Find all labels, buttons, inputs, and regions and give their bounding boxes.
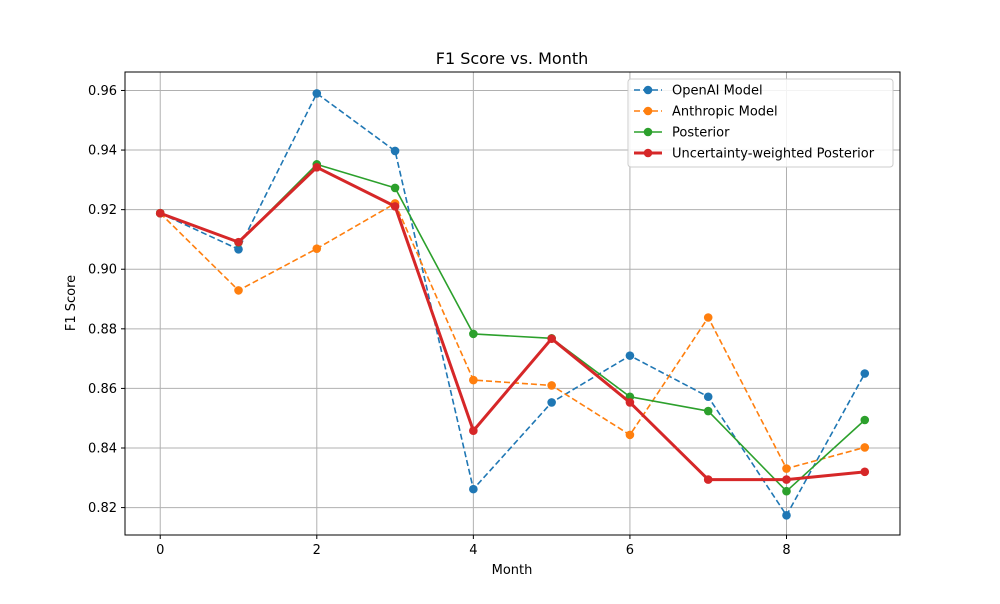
series-uncertainty-weighted-posterior [155,163,870,484]
data-point [469,484,478,494]
legend-label: Anthropic Model [672,105,778,120]
x-tick-label: 8 [782,543,790,558]
data-point [312,244,322,253]
legend-swatch-marker [643,148,653,158]
data-point [469,375,478,385]
series-line [159,92,866,517]
data-point [390,146,400,156]
legend-entry: Uncertainty-weighted Posterior [634,147,875,162]
plot-frame [124,71,901,536]
data-point [547,381,556,390]
ticks: 0 2 4 6 8 0.82 0.84 0.86 0.88 0.90 0.92 0.94 0.96 [88,84,791,558]
y-tick-label: 0.84 [88,442,117,457]
x-tick-label: 0 [156,543,164,558]
data-point [469,329,478,339]
legend-swatch-marker [643,127,653,137]
data-point [312,89,322,98]
data-point [625,430,635,440]
data-point [234,286,243,295]
series-line [159,165,865,482]
data-point [469,426,478,436]
x-tick-label: 2 [313,543,321,558]
data-point [390,183,400,193]
legend-label: OpenAI Model [672,84,763,99]
data-point [782,486,791,496]
legend-entry: Posterior [634,126,730,141]
legend: OpenAI Model Anthropic Model Posterior Unce… [627,78,894,168]
y-tick-label: 0.90 [88,263,117,278]
series-line [159,202,865,470]
data-point [703,392,713,402]
data-point [703,313,713,322]
y-tick-label: 0.86 [88,382,117,397]
legend-label: Uncertainty-weighted Posterior [672,147,875,162]
legend-entry: Anthropic Model [634,105,778,120]
y-tick-label: 0.82 [88,501,117,516]
data-point [312,163,322,172]
x-tick-label: 6 [626,543,634,558]
x-tick-label: 4 [469,543,477,558]
legend-swatch-marker [643,85,653,95]
y-tick-label: 0.96 [88,84,117,99]
data-point [625,398,635,407]
y-tick-label: 0.88 [88,322,117,337]
data-point [860,467,870,477]
data-point [390,202,400,211]
data-point [234,244,243,254]
data-point [860,369,870,378]
y-tick-label: 0.92 [88,203,117,218]
data-point [155,208,165,218]
legend-entry: OpenAI Model [634,84,763,99]
series-openai-model [155,89,870,520]
x-axis-label: Month [492,563,533,578]
axes [124,71,901,536]
data-point [703,406,713,416]
data-point [782,511,791,520]
data-point [782,464,791,473]
legend-swatch-marker [643,106,653,116]
data-point [860,443,870,452]
y-axis-label: F1 Score [64,275,79,331]
legend-box [627,78,894,168]
chart-title: F1 Score vs. Month [436,49,589,68]
data-point [547,334,556,343]
data-point [782,475,791,484]
data-point [860,415,870,425]
data-point [234,237,243,247]
legend-label: Posterior [672,126,730,141]
data-point [703,475,713,484]
series-layer [155,89,870,520]
data-point [625,351,635,360]
series-posterior [155,160,870,496]
y-tick-label: 0.94 [88,144,117,159]
data-point [547,398,556,407]
series-line [159,163,866,493]
